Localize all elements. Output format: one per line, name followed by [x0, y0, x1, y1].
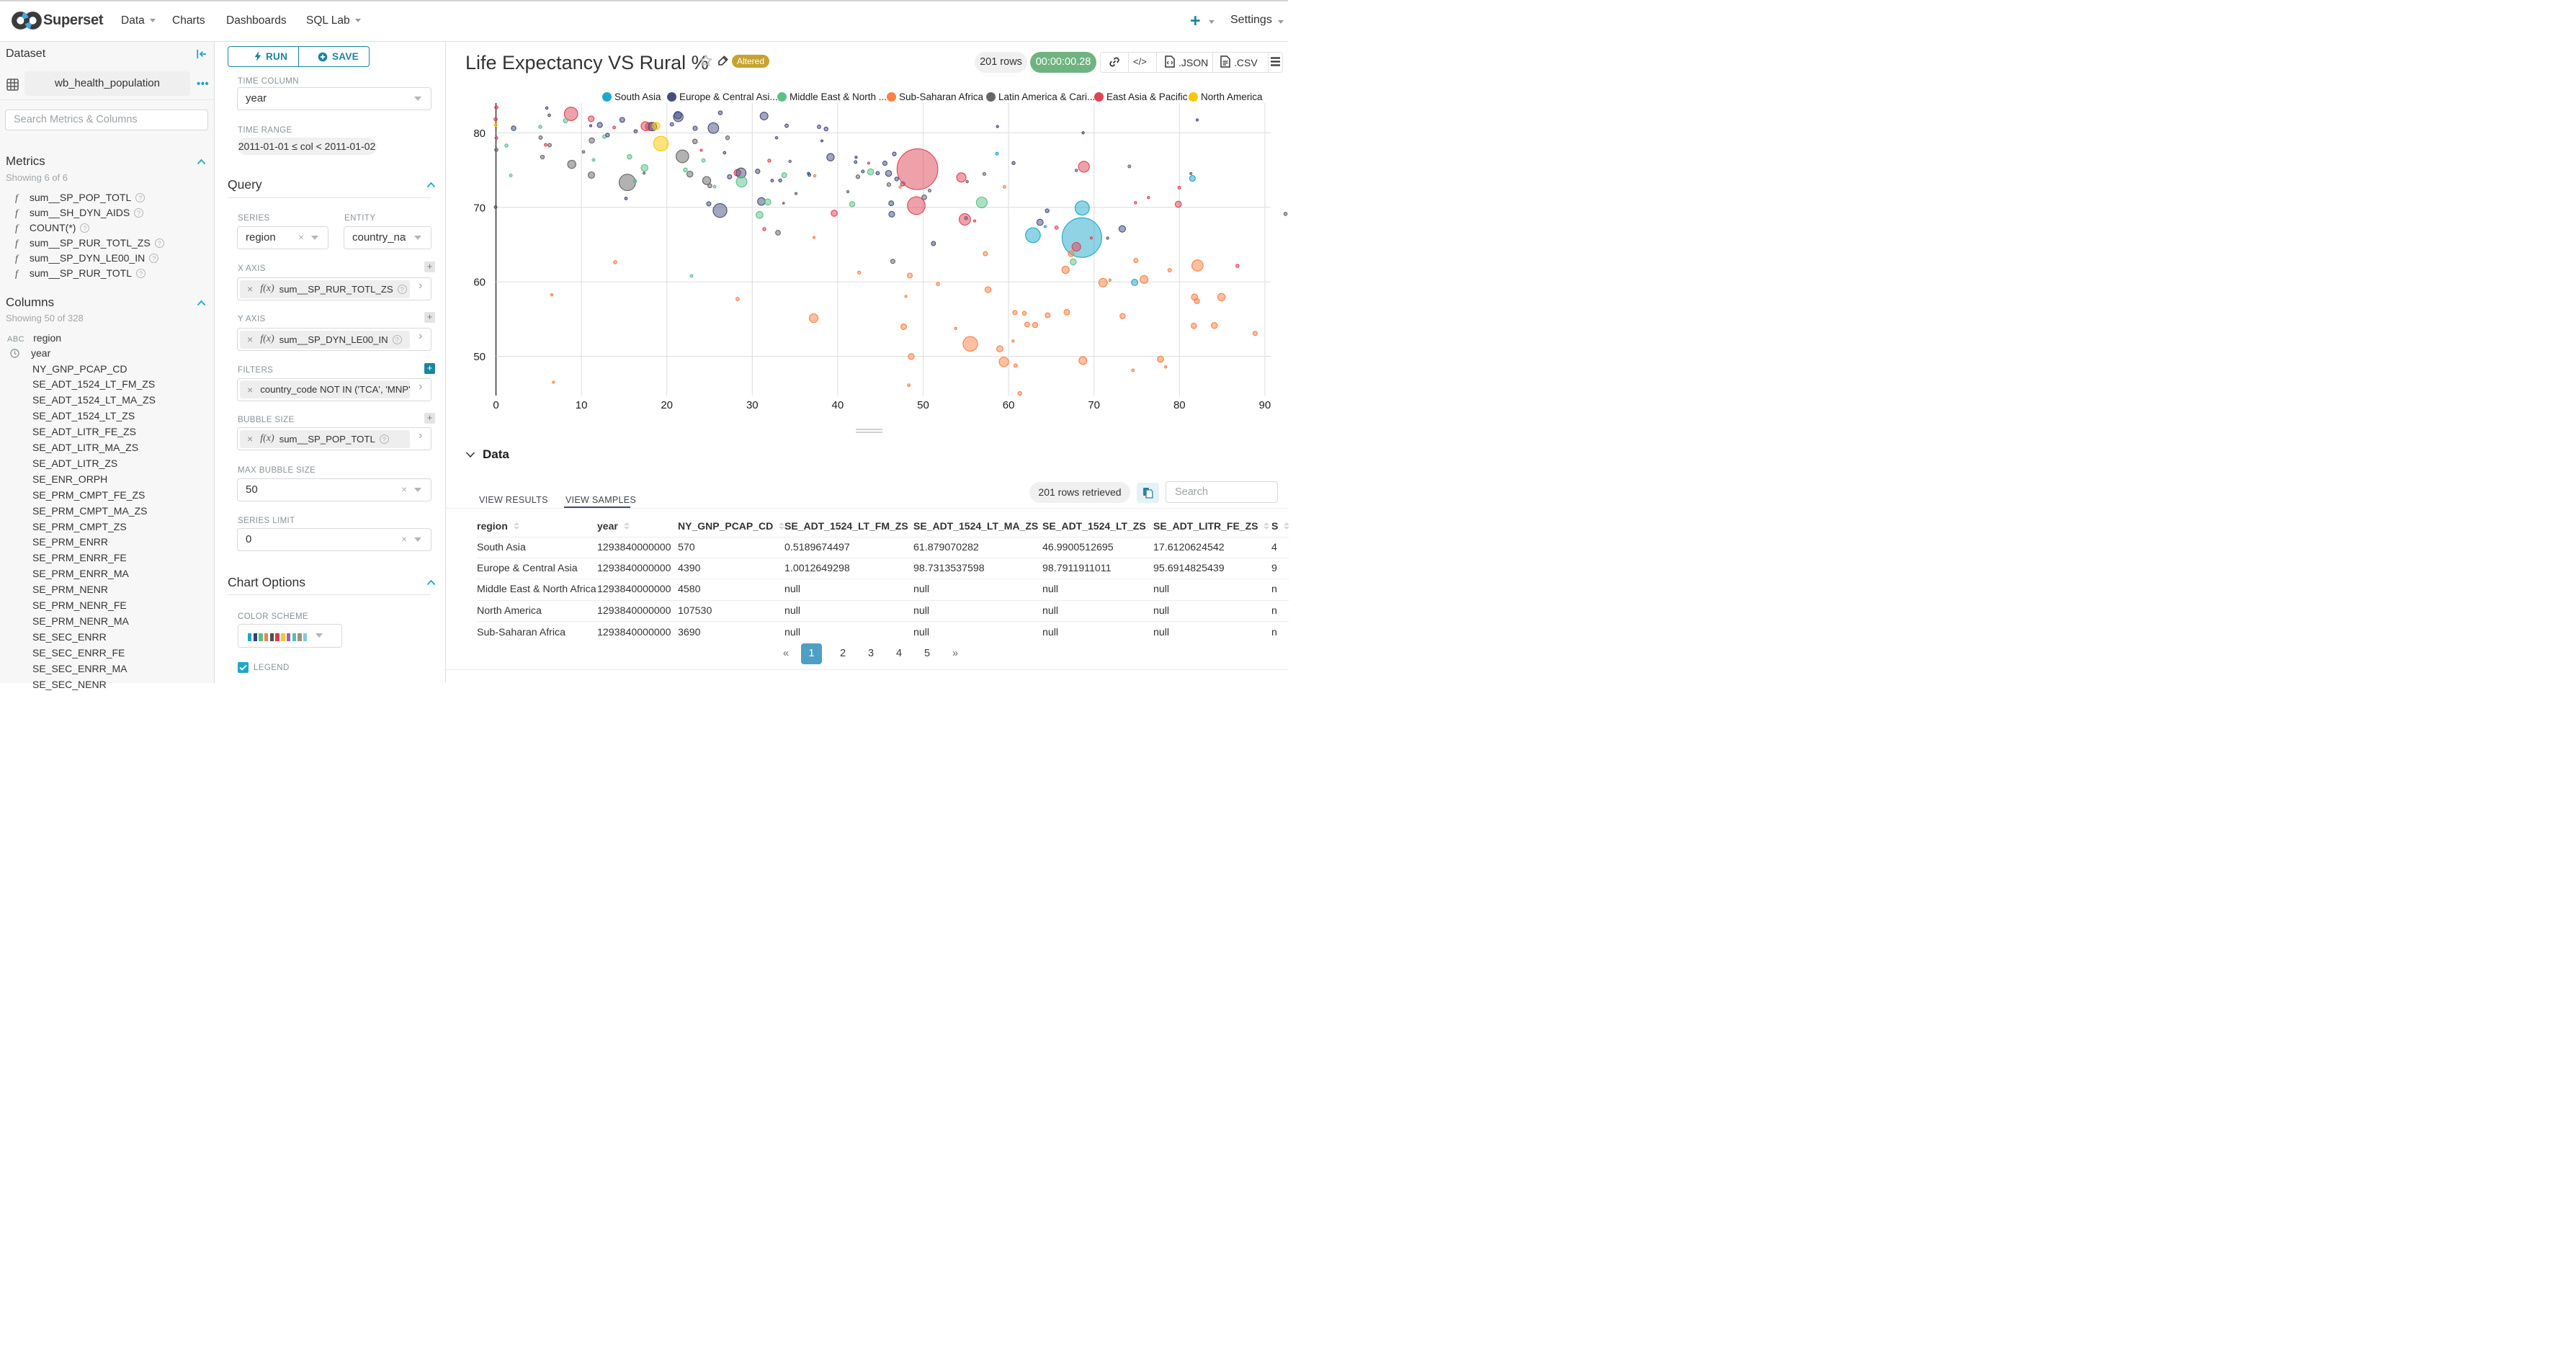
- svg-text:80: 80: [473, 128, 486, 140]
- svg-text:90: 90: [1259, 399, 1271, 411]
- svg-text:70: 70: [1088, 399, 1100, 411]
- svg-text:80: 80: [1173, 399, 1186, 411]
- svg-text:30: 30: [746, 399, 759, 411]
- svg-text:10: 10: [576, 399, 588, 411]
- svg-text:0: 0: [493, 399, 498, 411]
- svg-text:50: 50: [917, 399, 929, 411]
- svg-text:60: 60: [473, 277, 486, 289]
- svg-text:20: 20: [661, 399, 673, 411]
- svg-text:50: 50: [473, 351, 486, 363]
- svg-text:60: 60: [1003, 399, 1015, 411]
- svg-text:70: 70: [473, 202, 486, 214]
- svg-text:40: 40: [832, 399, 844, 411]
